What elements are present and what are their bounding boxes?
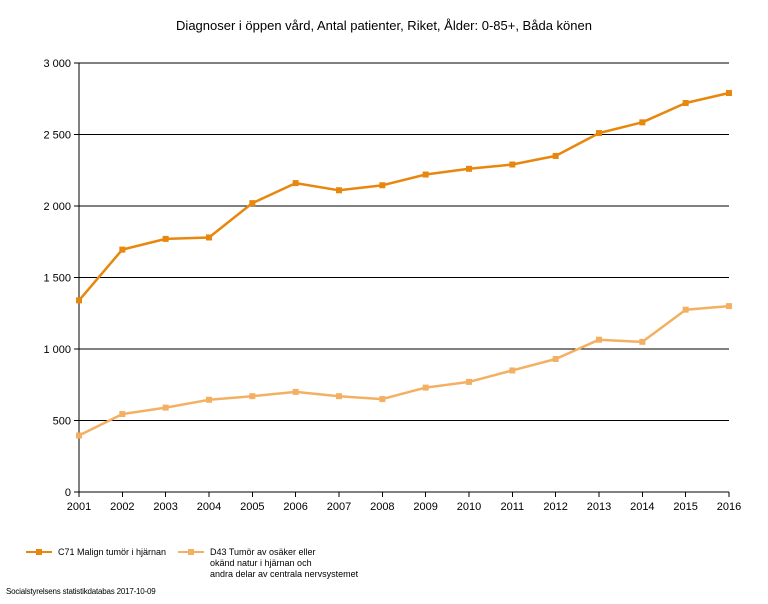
data-point bbox=[336, 393, 342, 400]
y-tick-label: 3 000 bbox=[43, 58, 71, 70]
x-tick-label: 2010 bbox=[457, 501, 481, 513]
data-point bbox=[76, 432, 82, 439]
series-line-0 bbox=[78, 91, 730, 302]
legend-swatch-d43 bbox=[178, 549, 204, 555]
y-tick-label: 0 bbox=[65, 487, 71, 499]
x-tick-label: 2004 bbox=[197, 501, 221, 513]
data-point bbox=[162, 235, 169, 242]
data-point bbox=[639, 338, 646, 345]
data-point bbox=[682, 306, 689, 313]
y-tick-label: 1 000 bbox=[43, 344, 71, 356]
y-tick-label: 2 000 bbox=[43, 201, 71, 213]
x-tick-label: 2015 bbox=[673, 501, 697, 513]
series-lines bbox=[78, 91, 730, 437]
x-axis-tick-labels: 2001 2002 2003 2004 2005 2006 2007 2008 2009 2010… bbox=[67, 501, 741, 513]
data-point bbox=[206, 396, 212, 403]
data-point bbox=[726, 90, 732, 97]
legend-item-c71: C71 Malign tumör i hjärnan bbox=[26, 547, 206, 561]
data-point bbox=[466, 165, 472, 172]
data-point bbox=[422, 384, 429, 391]
data-point bbox=[206, 234, 212, 241]
source-note: Socialstyrelsens statistikdatabas 2017-1… bbox=[6, 587, 156, 596]
x-tick-label: 2007 bbox=[327, 501, 351, 513]
data-point bbox=[292, 180, 299, 187]
x-tick-label: 2013 bbox=[587, 501, 611, 513]
data-point bbox=[162, 404, 169, 411]
chart-title: Diagnoser i öppen vård, Antal patienter,… bbox=[176, 18, 592, 33]
x-tick-label: 2008 bbox=[370, 501, 394, 513]
x-tick-label: 2014 bbox=[630, 501, 654, 513]
x-tick-label: 2003 bbox=[153, 501, 177, 513]
x-tick-label: 2005 bbox=[240, 501, 264, 513]
data-point bbox=[466, 378, 472, 385]
data-point bbox=[292, 388, 299, 395]
data-point bbox=[682, 100, 689, 107]
data-point bbox=[596, 336, 602, 343]
x-tick-label: 2006 bbox=[283, 501, 307, 513]
data-point bbox=[552, 152, 559, 159]
data-point bbox=[119, 411, 126, 418]
y-tick-label: 500 bbox=[53, 416, 71, 428]
series-points bbox=[76, 90, 732, 439]
data-point bbox=[336, 187, 342, 194]
x-tick-label: 2009 bbox=[413, 501, 437, 513]
legend-swatch-c71 bbox=[26, 549, 52, 555]
data-point bbox=[379, 396, 386, 403]
x-tick-label: 2012 bbox=[543, 501, 567, 513]
line-chart: Diagnoser i öppen vård, Antal patienter,… bbox=[43, 18, 741, 513]
data-point bbox=[249, 200, 256, 207]
data-point bbox=[249, 393, 256, 400]
axes bbox=[78, 63, 730, 497]
x-tick-label: 2002 bbox=[110, 501, 134, 513]
data-point bbox=[379, 182, 386, 189]
data-point bbox=[596, 130, 602, 137]
y-tick-label: 1 500 bbox=[43, 273, 71, 285]
x-tick-label: 2016 bbox=[717, 501, 741, 513]
data-point bbox=[509, 161, 516, 168]
y-axis-tick-labels: 0 500 1 000 1 500 2 000 2 500 3 000 bbox=[43, 58, 71, 499]
y-tick-label: 2 500 bbox=[43, 130, 71, 142]
data-point bbox=[76, 297, 82, 304]
legend-item-d43: D43 Tumör av osäker eller okänd natur i … bbox=[178, 547, 378, 583]
data-point bbox=[119, 246, 126, 253]
data-point bbox=[639, 119, 646, 126]
x-tick-label: 2011 bbox=[501, 501, 525, 513]
series-line-1 bbox=[78, 304, 730, 437]
data-point bbox=[422, 171, 429, 178]
x-tick-label: 2001 bbox=[67, 501, 91, 513]
data-point bbox=[552, 356, 559, 363]
gridlines bbox=[74, 62, 729, 493]
data-point bbox=[726, 303, 732, 310]
legend-label-c71: C71 Malign tumör i hjärnan bbox=[58, 547, 167, 557]
data-point bbox=[509, 367, 516, 374]
legend-label-d43: D43 Tumör av osäker eller okänd natur i … bbox=[210, 547, 359, 579]
